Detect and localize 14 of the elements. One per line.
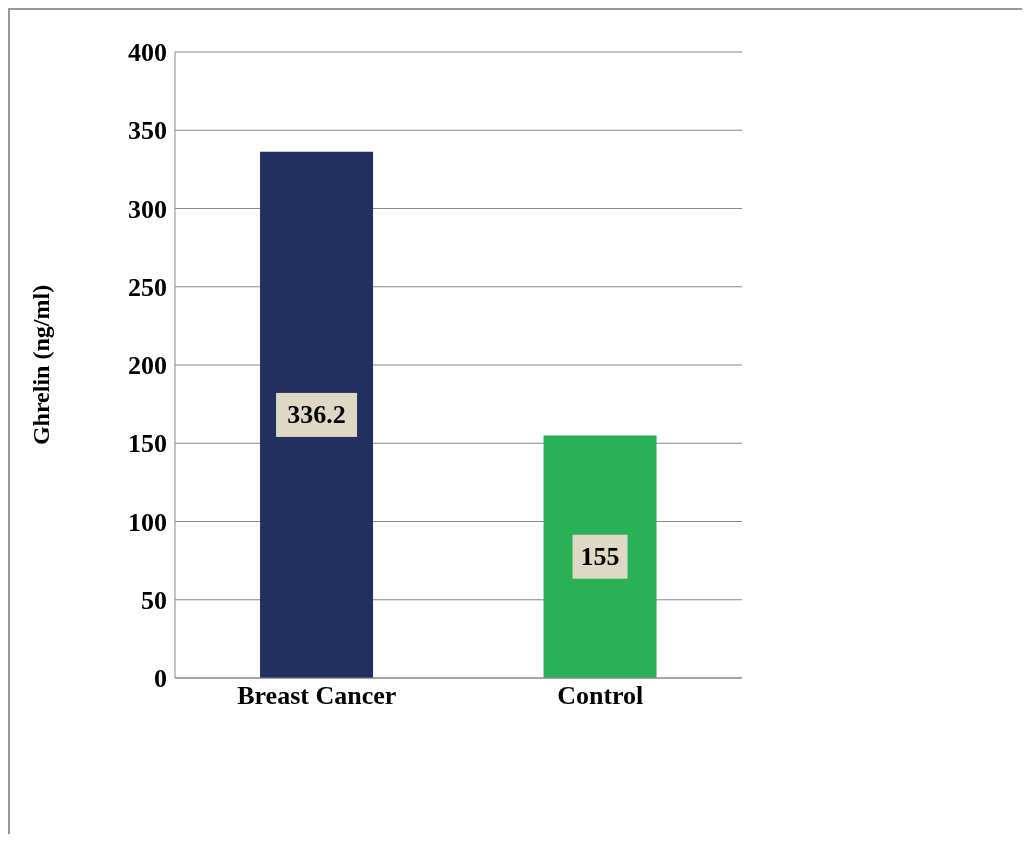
y-tick-label: 0 bbox=[154, 664, 167, 694]
y-tick-label: 400 bbox=[128, 38, 167, 68]
x-tick-label: Breast Cancer bbox=[237, 681, 397, 711]
y-tick-label: 250 bbox=[128, 272, 167, 302]
y-tick-label: 50 bbox=[141, 585, 167, 615]
y-tick-label: 300 bbox=[128, 194, 167, 224]
y-tick-label: 350 bbox=[128, 116, 167, 146]
y-tick-label: 200 bbox=[128, 351, 167, 381]
y-tick-label: 150 bbox=[128, 429, 167, 459]
data-label: 155 bbox=[580, 542, 620, 572]
y-axis-title: Ghrelin (ng/ml) bbox=[27, 284, 54, 446]
y-tick-label: 100 bbox=[128, 507, 167, 537]
x-tick-label: Control bbox=[557, 681, 644, 711]
data-label: 336.2 bbox=[287, 400, 346, 430]
